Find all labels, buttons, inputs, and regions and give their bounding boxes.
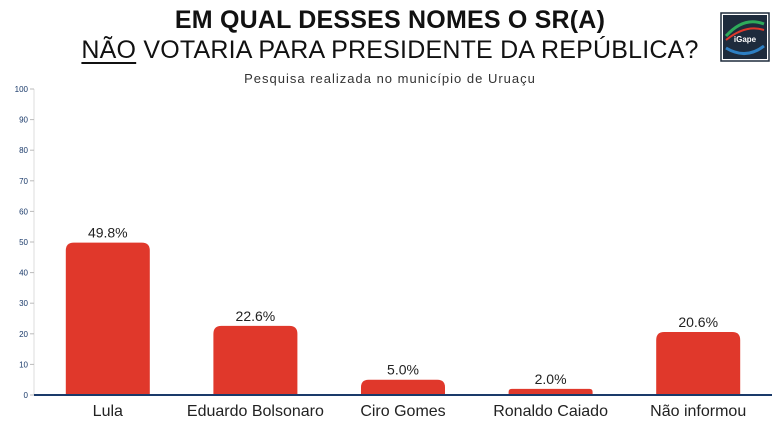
bar (508, 388, 593, 395)
logo-text: iGape (734, 35, 757, 44)
y-tick-label: 70 (19, 177, 28, 186)
y-tick-label: 100 (15, 85, 29, 94)
title-emphasis: NÃO (81, 36, 137, 64)
data-label: 5.0% (387, 362, 419, 378)
y-tick-label: 50 (19, 238, 28, 247)
y-tick-label: 10 (19, 360, 28, 369)
chart-title: EM QUAL DESSES NOMES O SR(A) (174, 6, 606, 34)
bar (361, 379, 445, 395)
y-tick-label: 40 (19, 269, 28, 278)
y-tick-label: 30 (19, 299, 28, 308)
bar (65, 242, 150, 395)
bar (656, 331, 741, 395)
x-tick-label: Ronaldo Caiado (493, 403, 608, 420)
y-tick-label: 20 (19, 330, 28, 339)
y-tick-label: 80 (19, 146, 28, 155)
data-label: 2.0% (535, 371, 567, 387)
x-tick-label: Eduardo Bolsonaro (187, 403, 324, 420)
y-tick-label: 90 (19, 116, 28, 125)
y-tick-label: 0 (24, 391, 29, 400)
x-tick-label: Lula (93, 403, 123, 420)
y-tick-label: 60 (19, 207, 28, 216)
chart-title-line2: NÃO VOTARIA PARA PRESIDENTE DA REPÚBLICA… (0, 36, 780, 65)
igape-logo: iGape (720, 12, 770, 62)
chart-subtitle: Pesquisa realizada no município de Uruaç… (244, 71, 536, 86)
bar (213, 325, 298, 395)
x-tick-label: Ciro Gomes (360, 403, 445, 420)
data-label: 22.6% (236, 308, 276, 324)
data-label: 20.6% (678, 314, 718, 330)
data-label: 49.8% (88, 225, 128, 241)
title-line2-rest: VOTARIA PARA PRESIDENTE DA REPÚBLICA? (136, 36, 699, 64)
x-tick-label: Não informou (650, 403, 746, 420)
